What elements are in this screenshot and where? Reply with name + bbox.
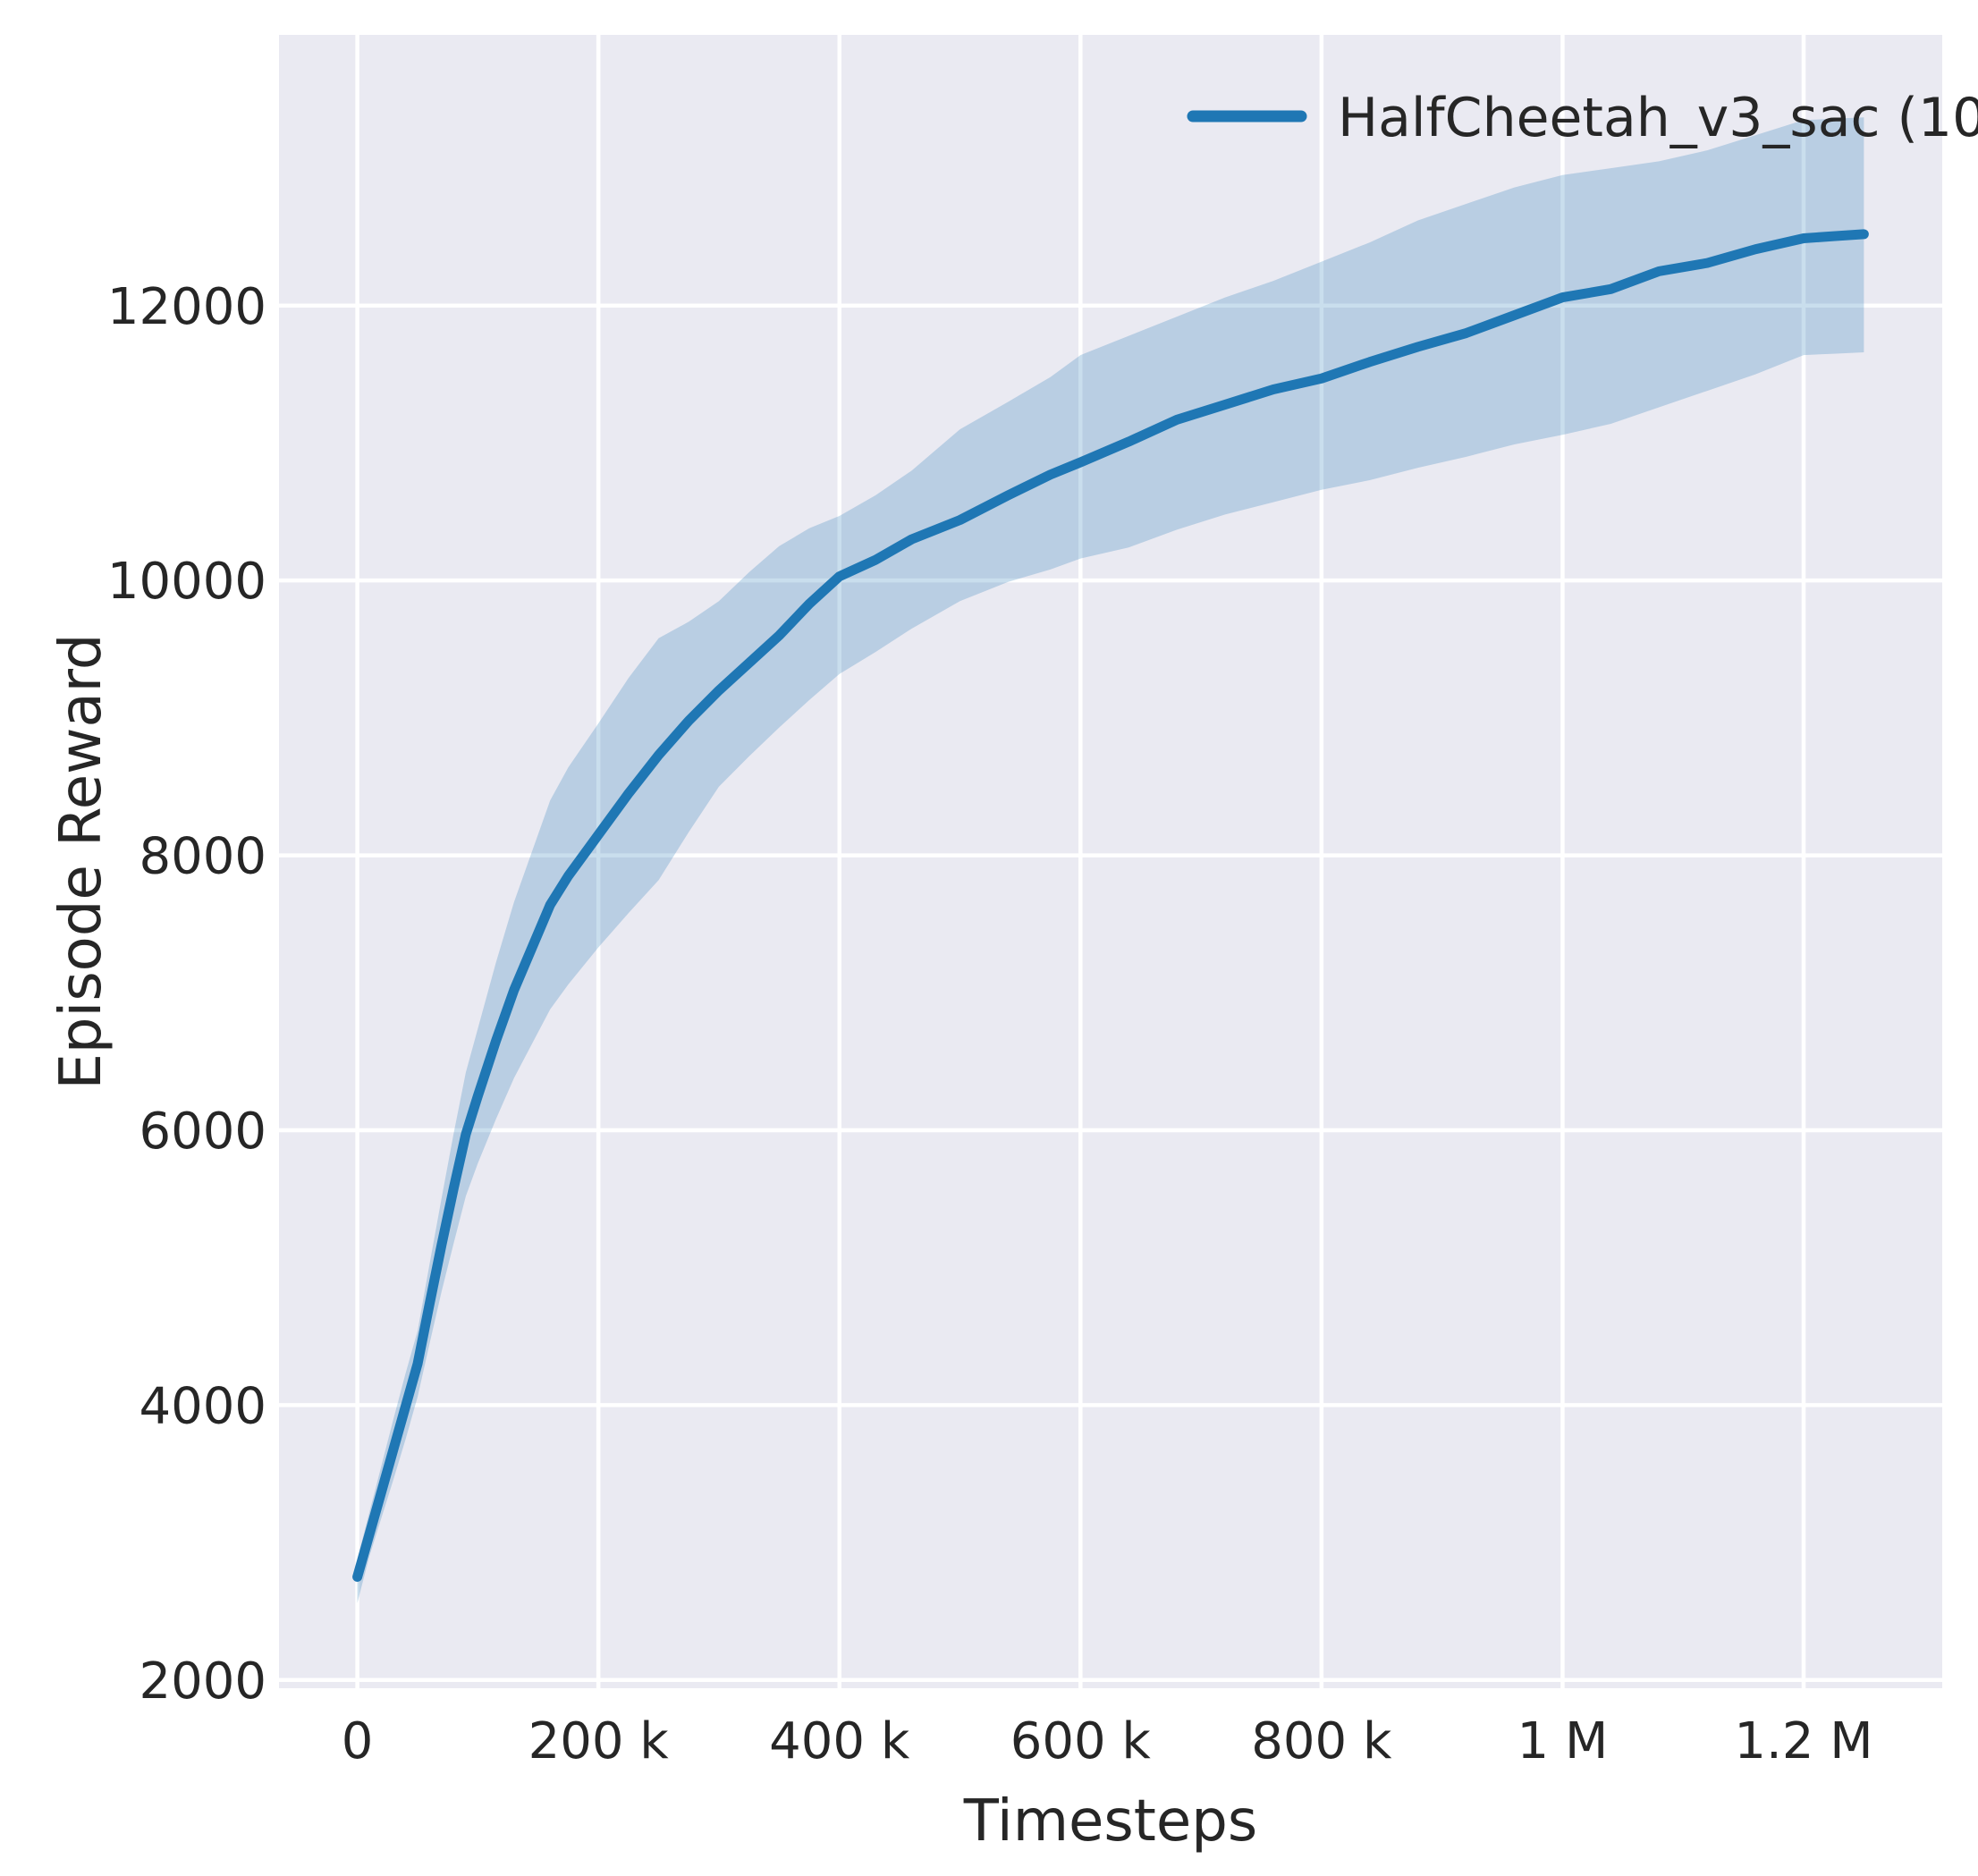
y-axis-label: Episode Reward — [48, 633, 114, 1089]
x-tick-label: 400 k — [769, 1712, 910, 1770]
y-tick-label: 2000 — [139, 1652, 266, 1711]
plot-area — [279, 35, 1942, 1688]
mean-line-path — [352, 229, 1869, 1582]
gridlines — [279, 35, 1942, 1688]
y-tick-label: 6000 — [139, 1103, 266, 1161]
y-tick-labels: 2000 4000 6000 8000 10000 12000 — [107, 278, 266, 1711]
y-tick-label: 12000 — [107, 278, 266, 336]
x-tick-label: 600 k — [1010, 1712, 1152, 1770]
legend: HalfCheetah_v3_sac (10) — [1187, 87, 1978, 149]
x-tick-label: 1 M — [1517, 1712, 1609, 1770]
legend-label: HalfCheetah_v3_sac (10) — [1338, 87, 1978, 149]
x-tick-label: 800 k — [1251, 1712, 1392, 1770]
x-tick-labels: 0 200 k 400 k 600 k 800 k 1 M 1.2 M — [342, 1712, 1873, 1770]
y-tick-label: 8000 — [139, 828, 266, 886]
y-tick-label: 10000 — [107, 553, 266, 611]
x-tick-label: 1.2 M — [1734, 1712, 1872, 1770]
y-tick-label: 4000 — [139, 1377, 266, 1435]
x-tick-label: 200 k — [528, 1712, 670, 1770]
mean-line — [352, 229, 1869, 1582]
x-tick-label: 0 — [342, 1712, 374, 1770]
x-axis-label: Timesteps — [963, 1788, 1257, 1855]
